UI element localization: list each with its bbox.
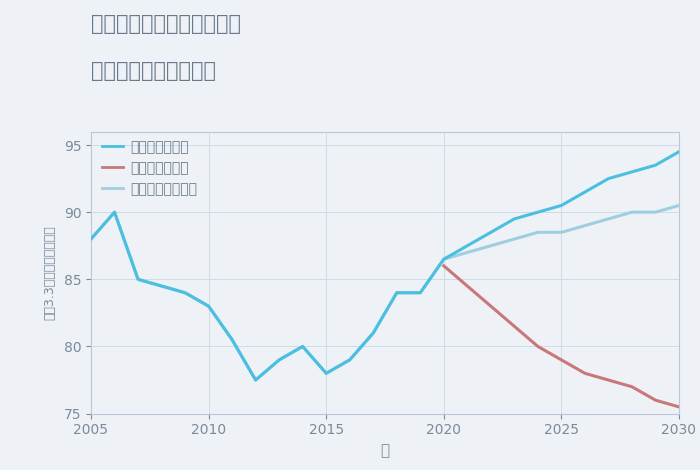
グッドシナリオ — [369, 330, 377, 336]
グッドシナリオ — [440, 256, 448, 262]
グッドシナリオ — [675, 149, 683, 155]
グッドシナリオ — [228, 337, 237, 343]
グッドシナリオ — [346, 357, 354, 363]
Legend: グッドシナリオ, バッドシナリオ, ノーマルシナリオ: グッドシナリオ, バッドシナリオ, ノーマルシナリオ — [97, 134, 203, 202]
ノーマルシナリオ — [275, 357, 284, 363]
グッドシナリオ — [510, 216, 519, 222]
グッドシナリオ — [322, 370, 330, 376]
グッドシナリオ — [87, 236, 95, 242]
グッドシナリオ — [393, 290, 401, 296]
グッドシナリオ — [158, 283, 166, 289]
グッドシナリオ — [275, 357, 284, 363]
ノーマルシナリオ — [651, 209, 659, 215]
グッドシナリオ — [251, 377, 260, 383]
グッドシナリオ — [581, 189, 589, 195]
ノーマルシナリオ — [440, 256, 448, 262]
グッドシナリオ — [181, 290, 189, 296]
バッドシナリオ — [533, 344, 542, 349]
ノーマルシナリオ — [251, 377, 260, 383]
ノーマルシナリオ — [557, 229, 566, 235]
グッドシナリオ — [557, 203, 566, 208]
ノーマルシナリオ — [510, 236, 519, 242]
バッドシナリオ — [581, 370, 589, 376]
グッドシナリオ — [533, 209, 542, 215]
グッドシナリオ — [604, 176, 612, 181]
バッドシナリオ — [557, 357, 566, 363]
グッドシナリオ — [416, 290, 424, 296]
ノーマルシナリオ — [369, 330, 377, 336]
Y-axis label: 坪（3.3㎡）単価（万円）: 坪（3.3㎡）単価（万円） — [43, 225, 57, 320]
バッドシナリオ — [440, 263, 448, 269]
ノーマルシナリオ — [675, 203, 683, 208]
グッドシナリオ — [134, 276, 142, 282]
バッドシナリオ — [463, 283, 472, 289]
ノーマルシナリオ — [228, 337, 237, 343]
ノーマルシナリオ — [158, 283, 166, 289]
ノーマルシナリオ — [463, 250, 472, 255]
Line: ノーマルシナリオ: ノーマルシナリオ — [91, 205, 679, 380]
バッドシナリオ — [675, 404, 683, 410]
グッドシナリオ — [111, 209, 119, 215]
グッドシナリオ — [651, 162, 659, 168]
ノーマルシナリオ — [346, 357, 354, 363]
グッドシナリオ — [486, 229, 495, 235]
バッドシナリオ — [651, 397, 659, 403]
バッドシナリオ — [628, 384, 636, 390]
ノーマルシナリオ — [322, 370, 330, 376]
ノーマルシナリオ — [486, 243, 495, 249]
Line: グッドシナリオ: グッドシナリオ — [91, 152, 679, 380]
ノーマルシナリオ — [134, 276, 142, 282]
ノーマルシナリオ — [581, 223, 589, 228]
ノーマルシナリオ — [298, 344, 307, 349]
Line: バッドシナリオ: バッドシナリオ — [444, 266, 679, 407]
Text: 中古戸建ての価格推移: 中古戸建ての価格推移 — [91, 61, 216, 81]
X-axis label: 年: 年 — [380, 443, 390, 458]
ノーマルシナリオ — [181, 290, 189, 296]
ノーマルシナリオ — [87, 236, 95, 242]
ノーマルシナリオ — [628, 209, 636, 215]
グッドシナリオ — [463, 243, 472, 249]
グッドシナリオ — [204, 303, 213, 309]
ノーマルシナリオ — [604, 216, 612, 222]
ノーマルシナリオ — [533, 229, 542, 235]
Text: 千葉県習志野市東習志野の: 千葉県習志野市東習志野の — [91, 14, 241, 34]
ノーマルシナリオ — [204, 303, 213, 309]
バッドシナリオ — [604, 377, 612, 383]
グッドシナリオ — [298, 344, 307, 349]
バッドシナリオ — [510, 323, 519, 329]
グッドシナリオ — [628, 169, 636, 175]
ノーマルシナリオ — [111, 209, 119, 215]
ノーマルシナリオ — [416, 290, 424, 296]
バッドシナリオ — [486, 303, 495, 309]
ノーマルシナリオ — [393, 290, 401, 296]
